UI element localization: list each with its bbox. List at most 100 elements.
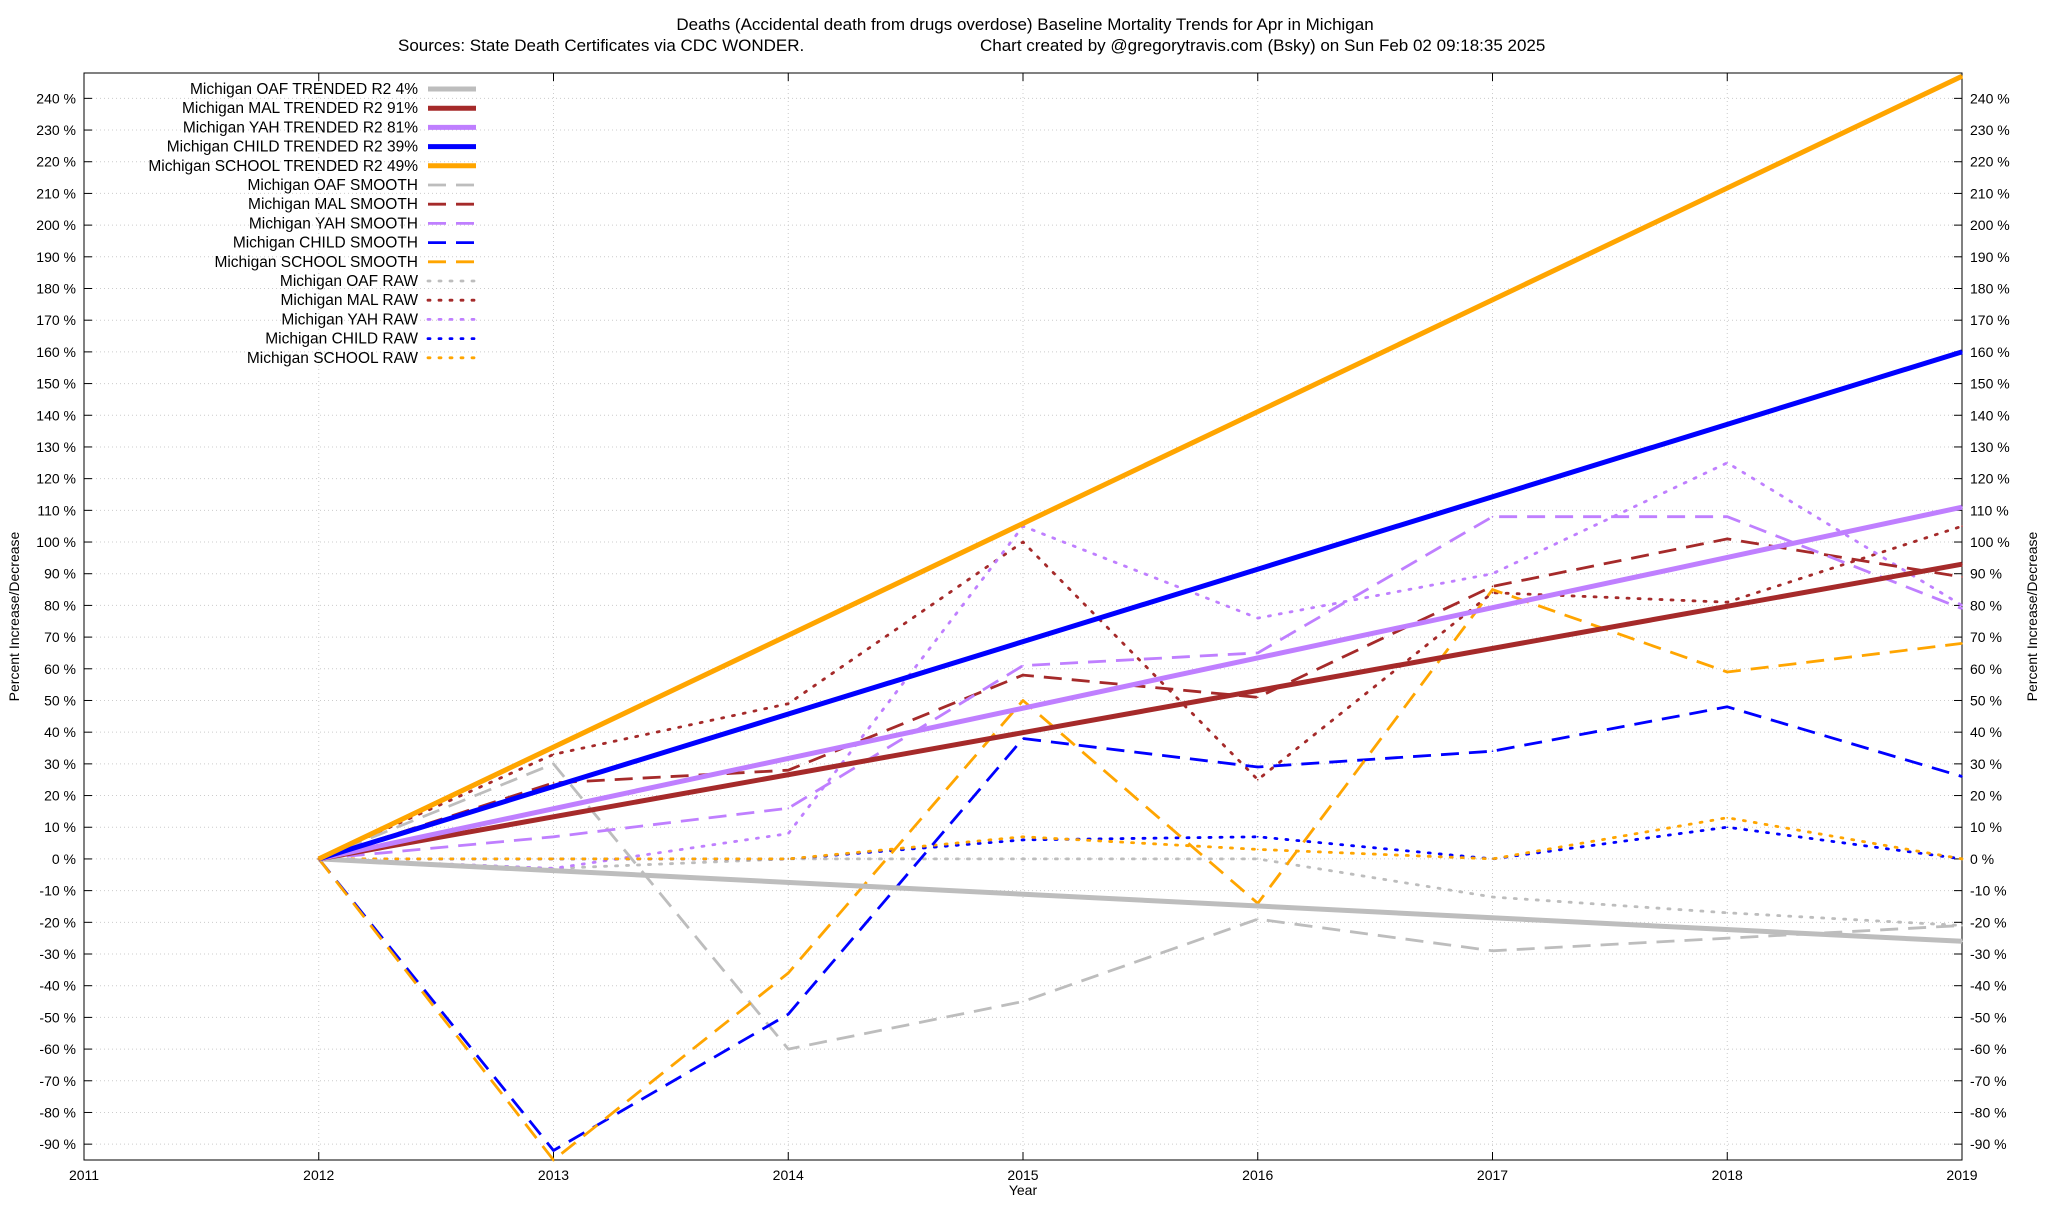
y-tick-label-right: 240 % (1970, 90, 2010, 106)
y-tick-label-left: 190 % (36, 249, 76, 265)
y-tick-label-left: 80 % (44, 597, 76, 613)
y-tick-label-right: 190 % (1970, 249, 2010, 265)
y-tick-label-left: -50 % (39, 1009, 76, 1025)
data-point-yah-smooth (1256, 652, 1259, 654)
data-point-school-smooth (1022, 699, 1024, 702)
legend-label: Michigan SCHOOL SMOOTH (214, 254, 418, 271)
x-axis-label: Year (1009, 1182, 1038, 1198)
y-tick-label-right: 120 % (1970, 471, 2010, 487)
x-tick-label: 2017 (1477, 1167, 1508, 1183)
data-point-school-raw (1491, 858, 1494, 860)
legend-label: Michigan MAL TRENDED R2 91% (182, 100, 418, 117)
data-point-mal-smooth (1961, 576, 1963, 578)
y-tick-label-left: 10 % (44, 819, 76, 835)
series-line-oaf-raw (317, 857, 1964, 927)
y-tick-label-right: 90 % (1970, 566, 2002, 582)
y-tick-label-right: 180 % (1970, 280, 2010, 296)
data-point-oaf-raw (1256, 858, 1259, 860)
data-point-oaf-raw (1726, 912, 1729, 914)
y-tick-label-left: 50 % (44, 692, 76, 708)
y-tick-label-right: 220 % (1970, 154, 2010, 170)
data-point-yah-smooth (787, 807, 790, 810)
data-point-mal-raw (1726, 601, 1729, 604)
data-point-school-raw (1022, 835, 1024, 838)
data-point-yah-smooth (1961, 607, 1963, 610)
y-tick-label-left: 90 % (44, 566, 76, 582)
data-point-oaf-smooth (1961, 924, 1963, 927)
x-tick-label: 2018 (1712, 1167, 1743, 1183)
data-point-oaf-raw (1022, 858, 1024, 860)
data-point-oaf-smooth (1256, 918, 1259, 920)
data-point-mal-smooth (1022, 674, 1024, 676)
data-point-school-raw (1961, 858, 1963, 860)
data-point-child-trend (1961, 351, 1963, 353)
y-tick-label-right: 210 % (1970, 185, 2010, 201)
y-tick-label-left: 240 % (36, 90, 76, 106)
y-tick-label-right: 140 % (1970, 407, 2010, 423)
y-axis-label-right: Percent Increase/Decrease (2024, 531, 2040, 701)
y-tick-label-left: -40 % (39, 978, 76, 994)
y-tick-label-left: 0 % (52, 851, 76, 867)
series-line-child-smooth (317, 705, 1963, 1152)
data-point-child-raw (1022, 839, 1024, 841)
legend-label: Michigan CHILD TRENDED R2 39% (167, 139, 418, 156)
series-line-child-trend (318, 349, 1963, 862)
x-tick-label: 2019 (1946, 1167, 1977, 1183)
legend: Michigan OAF TRENDED R2 4% Michigan MAL T… (148, 81, 478, 367)
data-point-child-raw (1256, 835, 1259, 838)
data-point-yah-smooth (1022, 664, 1024, 667)
series-line-mal-smooth (318, 537, 1963, 861)
data-point-school-raw (787, 858, 790, 860)
data-point-child-raw (1726, 826, 1729, 829)
y-tick-label-right: 150 % (1970, 376, 2010, 392)
y-tick-label-left: 140 % (36, 407, 76, 423)
y-tick-label-right: 0 % (1970, 851, 1994, 867)
legend-label: Michigan YAH SMOOTH (249, 215, 418, 232)
data-point-mal-raw (1022, 541, 1024, 543)
data-point-oaf-smooth (552, 763, 555, 765)
data-point-yah-smooth (552, 835, 555, 838)
legend-label: Michigan CHILD SMOOTH (233, 235, 418, 252)
y-tick-label-left: 100 % (36, 534, 76, 550)
y-tick-label-right: -30 % (1970, 946, 2007, 962)
data-point-school-smooth (552, 1159, 555, 1161)
y-tick-label-left: 70 % (44, 629, 76, 645)
chart-title: Deaths (Accidental death from drugs over… (676, 15, 1373, 34)
series-line-school-raw (317, 816, 1964, 861)
legend-label: Michigan SCHOOL TRENDED R2 49% (148, 158, 418, 175)
data-point-school-trend (1961, 75, 1963, 77)
y-axis-label-left: Percent Increase/Decrease (6, 531, 22, 701)
x-tick-label: 2014 (773, 1167, 804, 1183)
legend-label: Michigan OAF RAW (280, 273, 418, 290)
y-tick-label-left: -20 % (39, 914, 76, 930)
data-point-yah-raw (1491, 572, 1494, 575)
data-point-school-smooth (787, 972, 790, 974)
data-point-child-smooth (1491, 750, 1494, 752)
y-tick-label-right: -50 % (1970, 1009, 2007, 1025)
x-tick-label: 2013 (538, 1167, 569, 1183)
data-point-mal-raw (787, 702, 790, 705)
data-point-oaf-smooth (1726, 937, 1729, 939)
y-tick-label-right: 60 % (1970, 661, 2002, 677)
y-tick-label-right: 80 % (1970, 597, 2002, 613)
x-tick-label: 2011 (69, 1167, 99, 1183)
data-point-school-raw (1256, 848, 1259, 851)
y-tick-label-left: 120 % (36, 471, 76, 487)
data-point-school-raw (1726, 816, 1729, 819)
series-line-oaf-trend (318, 856, 1963, 944)
y-tick-label-right: 130 % (1970, 439, 2010, 455)
data-point-yah-raw (787, 832, 790, 835)
series-line-school-smooth (317, 588, 1963, 1162)
y-tick-label-right: 230 % (1970, 122, 2010, 138)
legend-label: Michigan YAH RAW (281, 311, 418, 328)
y-tick-label-left: -70 % (39, 1073, 76, 1089)
data-point-yah-raw (1961, 604, 1963, 607)
y-tick-label-right: -60 % (1970, 1041, 2007, 1057)
y-tick-label-right: 70 % (1970, 629, 2002, 645)
series-line-school-trend (317, 73, 1964, 862)
data-point-yah-raw (1726, 461, 1729, 464)
y-tick-label-left: -30 % (39, 946, 76, 962)
y-tick-label-right: 40 % (1970, 724, 2002, 740)
y-tick-label-right: -90 % (1970, 1136, 2007, 1152)
